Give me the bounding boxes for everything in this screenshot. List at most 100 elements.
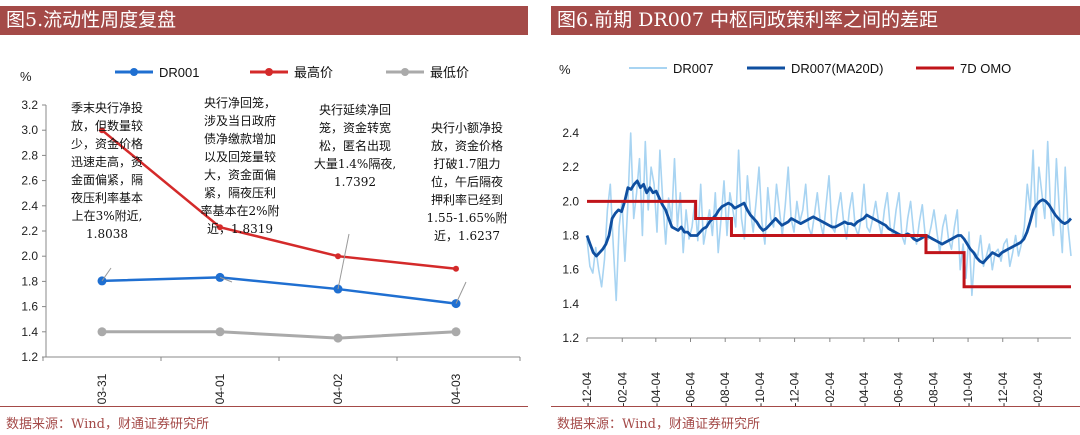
right-panel: 图6.前期 DR007 中枢同政策利率之间的差距 % 1.2 1.4 1.6 1.8 2.… [551,0,1080,435]
x-tick-label: 23-10-04 [753,372,767,406]
x-tick-label: 24-06-04 [892,372,906,406]
x-tick-label: 23-04-04 [649,372,663,406]
series-line-1 [585,179,1073,265]
y-tick-label: 1.8 [21,274,38,288]
annotation-3-line: 放，资金价格 [431,138,503,153]
left-divider [0,406,528,407]
y-tick-label: 3.0 [21,123,38,137]
legend-label-2: 最低价 [430,65,469,80]
annotation-3-line: 打破1.7阻力 [433,156,500,171]
y-tick-label: 1.2 [21,350,38,364]
annotation-1-line: 紧，隔夜压利 [204,185,276,200]
annotation-1-line: 涉及当日政府 [204,113,276,128]
right-divider [551,406,1080,407]
y-tick-label: 1.8 [562,229,579,243]
annotation-2-line: 大量1.4%隔夜, [314,156,396,171]
right-chart: % 1.2 1.4 1.6 1.8 2.0 2.2 2.4 22-12-04 23-02-04 23… [559,61,1073,406]
annotation-3-line: 1.55-1.65%附 [427,211,508,225]
x-tick-label: 23-02-04 [615,372,629,406]
annotation-1-line: 央行净回笼， [204,95,276,110]
y-tick-label: 2.2 [21,224,38,238]
legend-label-1: 最高价 [294,65,333,80]
series-2-point [97,327,107,337]
annotation-0-line: 夜压利率基本 [71,190,143,205]
x-tick-label: 24-12-04 [996,372,1010,406]
legend-label-0: DR007 [673,61,713,76]
y-tick-label: 2.0 [21,249,38,263]
x-tick-label: 24-10-04 [961,372,975,406]
legend-marker-0 [130,68,138,76]
legend-marker-2 [401,68,409,76]
legend-label-2: 7D OMO [960,61,1011,76]
annotation-0-line: 少，资金价格 [71,136,143,151]
annotation-leader-0 [101,267,112,282]
y-unit-label: % [559,62,571,77]
x-tick-label: 24-08-04 [926,372,940,406]
series-1-point [335,253,341,260]
x-tick-label: 04-02 [331,373,345,404]
annotation-0-line: 1.8038 [86,227,128,241]
annotation-leader-2 [337,233,350,290]
right-title: 图6.前期 DR007 中枢同政策利率之间的差距 [557,9,939,31]
x-tick-label: 22-12-04 [580,372,594,406]
annotation-1-line: 大，资金面偏 [204,167,276,182]
y-tick-label: 2.6 [21,174,38,188]
x-tick-label: 24-04-04 [857,372,871,406]
y-tick-label: 1.4 [562,297,579,311]
series-line-2 [102,330,457,340]
right-source: 数据来源：Wind，财通证券研究所 [557,417,760,432]
annotation-2-line: 1.7392 [334,175,376,189]
y-tick-label: 1.6 [21,300,38,314]
annotation-1-line: 债净缴款增加 [204,131,276,146]
annotation-0-line: 放，但数量较 [71,118,143,133]
left-chart: % 1.2 1.4 1.6 1.8 2.0 2.2 2.4 2.6 2.8 3.0 3.2 03-31 0… [20,65,521,404]
y-tick-label: 2.4 [562,126,579,140]
annotation-3-line: 近，1.6237 [434,229,500,243]
annotation-0-line: 上在3%附近, [72,209,143,223]
y-tick-label: 2.2 [562,160,579,174]
x-tick-label: 03-31 [95,373,109,404]
x-tick-label: 23-12-04 [788,372,802,406]
series-1-point [453,265,459,272]
legend-label-1: DR007(MA20D) [791,61,883,76]
annotation-1-line: 以及回笼量较 [204,149,276,164]
annotation-0-line: 迅速走高，资 [71,154,143,169]
x-tick-label: 23-08-04 [718,372,732,406]
annotation-1-line: 近，1.8319 [207,222,273,236]
annotation-3-line: 央行小额净投 [431,120,503,135]
x-tick-label: 04-01 [213,373,227,404]
annotation-leader-3 [455,281,467,304]
y-tick-label: 2.4 [21,199,38,213]
series-line-0 [586,132,1072,302]
x-tick-label: 23-06-04 [684,372,698,406]
y-tick-label: 1.2 [562,331,579,345]
y-tick-label: 1.6 [562,263,579,277]
y-unit-label: % [20,69,32,84]
series-2-point [451,327,461,337]
y-tick-label: 3.2 [21,98,38,112]
annotation-2-line: 央行延续净回 [319,103,391,117]
x-tick-label: 24-02-04 [823,372,837,406]
x-tick-label: 04-03 [449,373,463,404]
annotation-leader-1 [219,276,233,283]
series-2-point [215,327,225,337]
series-line-2 [587,199,1071,289]
x-tick-label: 25-02-04 [1031,372,1045,406]
left-panel: 图5.流动性周度复盘 % 1.2 1.4 1.6 1.8 2.0 2.2 2.4 2.6 2.8 3… [0,0,528,435]
legend-marker-1 [265,68,273,76]
annotation-0-line: 金面偏紧，隔 [71,172,143,187]
left-source: 数据来源：Wind，财通证券研究所 [6,417,209,432]
annotation-1-line: 率基本在2%附 [200,203,279,218]
legend-label-0: DR001 [159,65,199,80]
series-2-point [333,333,343,343]
left-title-bar: 图5.流动性周度复盘 [0,6,528,35]
y-tick-label: 2.0 [562,194,579,208]
series-line-0 [101,276,457,305]
series-1-point [217,224,223,231]
y-tick-label: 2.8 [21,148,38,162]
annotation-2-line: 松，匿名出现 [319,138,391,153]
right-title-bar: 图6.前期 DR007 中枢同政策利率之间的差距 [551,6,1080,35]
series-line-1 [101,129,457,271]
annotation-3-line: 位，午后隔夜 [431,174,503,189]
y-tick-label: 1.4 [21,325,38,339]
